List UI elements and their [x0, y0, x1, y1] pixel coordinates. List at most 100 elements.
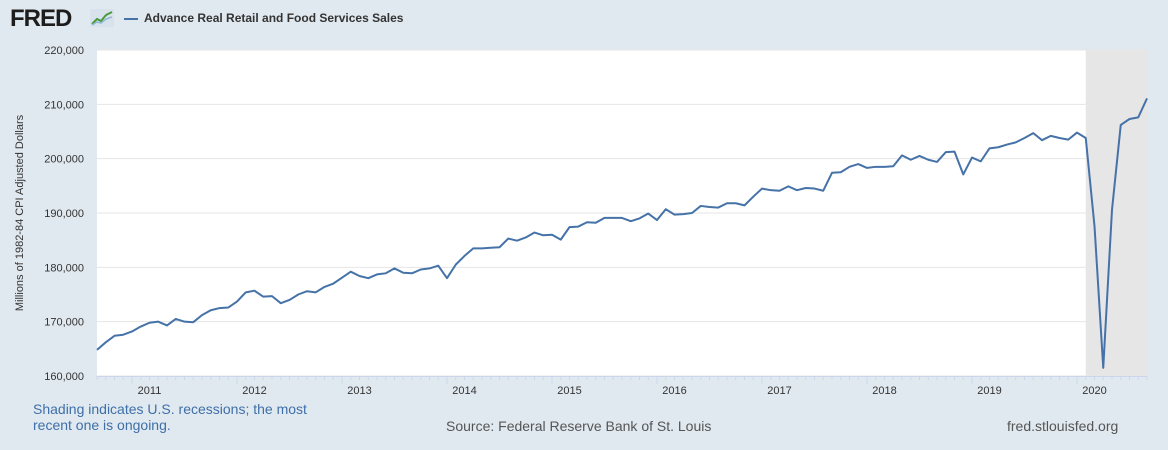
data-point[interactable]	[191, 320, 195, 324]
data-point[interactable]	[804, 186, 808, 190]
data-point[interactable]	[708, 205, 712, 209]
data-point[interactable]	[594, 221, 598, 225]
data-point[interactable]	[988, 146, 992, 150]
data-point[interactable]	[1119, 123, 1123, 127]
data-point[interactable]	[314, 290, 318, 294]
data-point[interactable]	[576, 225, 580, 229]
data-point[interactable]	[865, 166, 869, 170]
data-point[interactable]	[1058, 136, 1062, 140]
data-point[interactable]	[559, 238, 563, 242]
data-point[interactable]	[786, 184, 790, 188]
data-point[interactable]	[970, 156, 974, 160]
data-point[interactable]	[909, 158, 913, 162]
data-point[interactable]	[533, 231, 537, 235]
data-point[interactable]	[926, 158, 930, 162]
data-point[interactable]	[1049, 134, 1053, 138]
data-point[interactable]	[1145, 96, 1149, 100]
data-point[interactable]	[716, 206, 720, 210]
data-point[interactable]	[821, 189, 825, 193]
data-point[interactable]	[550, 233, 554, 237]
data-point[interactable]	[471, 246, 475, 250]
data-point[interactable]	[620, 216, 624, 220]
data-point[interactable]	[130, 329, 134, 333]
data-point[interactable]	[366, 276, 370, 280]
data-point[interactable]	[95, 348, 99, 352]
data-point[interactable]	[655, 218, 659, 222]
data-point[interactable]	[226, 306, 230, 310]
data-point[interactable]	[480, 246, 484, 250]
data-point[interactable]	[1066, 138, 1070, 142]
data-point[interactable]	[384, 271, 388, 275]
data-point[interactable]	[288, 298, 292, 302]
data-point[interactable]	[419, 268, 423, 272]
data-point[interactable]	[253, 289, 257, 293]
data-point[interactable]	[331, 282, 335, 286]
data-point[interactable]	[428, 266, 432, 270]
data-point[interactable]	[541, 233, 545, 237]
data-point[interactable]	[795, 188, 799, 192]
data-point[interactable]	[445, 276, 449, 280]
data-point[interactable]	[121, 333, 125, 337]
data-point[interactable]	[603, 216, 607, 220]
data-point[interactable]	[463, 254, 467, 258]
data-point[interactable]	[734, 201, 738, 205]
data-point[interactable]	[743, 203, 747, 207]
data-point[interactable]	[944, 150, 948, 154]
data-point[interactable]	[848, 165, 852, 169]
data-point[interactable]	[209, 308, 213, 312]
data-point[interactable]	[1110, 208, 1114, 212]
data-point[interactable]	[183, 320, 187, 324]
data-point[interactable]	[401, 271, 405, 275]
data-point[interactable]	[323, 285, 327, 289]
data-point[interactable]	[410, 271, 414, 275]
data-point[interactable]	[935, 160, 939, 164]
data-point[interactable]	[961, 172, 965, 176]
data-point[interactable]	[200, 313, 204, 317]
data-point[interactable]	[1040, 138, 1044, 142]
data-point[interactable]	[830, 171, 834, 175]
data-point[interactable]	[104, 340, 108, 344]
data-point[interactable]	[1093, 224, 1097, 228]
data-point[interactable]	[638, 216, 642, 220]
data-point[interactable]	[918, 154, 922, 158]
data-point[interactable]	[883, 165, 887, 169]
data-point[interactable]	[953, 150, 957, 154]
data-point[interactable]	[585, 220, 589, 224]
data-point[interactable]	[235, 300, 239, 304]
data-point[interactable]	[1031, 131, 1035, 135]
data-point[interactable]	[996, 145, 1000, 149]
data-point[interactable]	[218, 306, 222, 310]
data-point[interactable]	[261, 295, 265, 299]
data-point[interactable]	[611, 216, 615, 220]
data-point[interactable]	[979, 159, 983, 163]
data-point[interactable]	[454, 263, 458, 267]
data-point[interactable]	[664, 207, 668, 211]
data-point[interactable]	[568, 225, 572, 229]
data-point[interactable]	[629, 219, 633, 223]
data-point[interactable]	[174, 317, 178, 321]
data-point[interactable]	[1005, 143, 1009, 147]
legend-label[interactable]: Advance Real Retail and Food Services Sa…	[144, 11, 404, 25]
data-point[interactable]	[393, 266, 397, 270]
data-point[interactable]	[113, 334, 117, 338]
data-point[interactable]	[165, 323, 169, 327]
data-point[interactable]	[690, 211, 694, 215]
data-point[interactable]	[139, 325, 143, 329]
data-point[interactable]	[436, 264, 440, 268]
data-point[interactable]	[524, 235, 528, 239]
data-point[interactable]	[244, 290, 248, 294]
data-point[interactable]	[279, 301, 283, 305]
data-point[interactable]	[349, 270, 353, 274]
data-point[interactable]	[358, 274, 362, 278]
data-point[interactable]	[340, 276, 344, 280]
data-point[interactable]	[148, 321, 152, 325]
fred-logo[interactable]: FRED	[10, 5, 72, 32]
data-point[interactable]	[699, 204, 703, 208]
data-point[interactable]	[874, 165, 878, 169]
data-point[interactable]	[900, 153, 904, 157]
data-point[interactable]	[673, 213, 677, 217]
data-point[interactable]	[1128, 117, 1132, 121]
data-point[interactable]	[1136, 115, 1140, 119]
data-point[interactable]	[839, 170, 843, 174]
data-point[interactable]	[498, 245, 502, 249]
